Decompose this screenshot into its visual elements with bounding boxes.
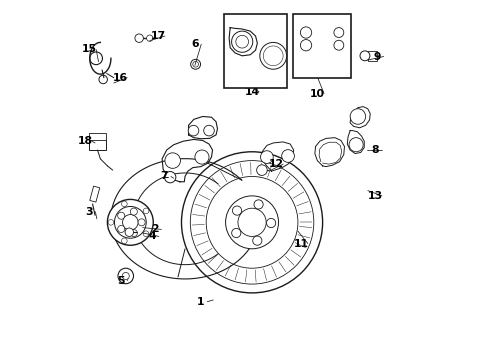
- Circle shape: [360, 51, 370, 61]
- Text: 10: 10: [310, 89, 325, 99]
- Text: 18: 18: [78, 136, 93, 146]
- Text: 13: 13: [368, 191, 383, 201]
- Text: 4: 4: [149, 231, 156, 242]
- Text: 2: 2: [151, 224, 159, 234]
- Circle shape: [135, 34, 144, 42]
- Circle shape: [130, 230, 137, 237]
- Text: 14: 14: [245, 87, 260, 97]
- Circle shape: [122, 201, 127, 207]
- Bar: [224, 14, 287, 88]
- Text: 8: 8: [372, 145, 379, 155]
- Circle shape: [130, 208, 137, 215]
- Circle shape: [254, 200, 263, 209]
- Circle shape: [115, 207, 146, 238]
- Circle shape: [138, 219, 145, 226]
- Circle shape: [143, 208, 149, 214]
- Bar: [90, 186, 100, 202]
- Text: 16: 16: [113, 73, 128, 83]
- Circle shape: [282, 150, 294, 162]
- Circle shape: [147, 35, 153, 41]
- Circle shape: [107, 199, 153, 245]
- Circle shape: [191, 59, 200, 69]
- Text: 5: 5: [117, 275, 124, 285]
- Circle shape: [122, 238, 127, 244]
- Text: 12: 12: [269, 159, 284, 169]
- Text: 7: 7: [161, 171, 169, 181]
- Text: 17: 17: [151, 31, 166, 41]
- Circle shape: [118, 268, 133, 284]
- Circle shape: [253, 236, 262, 245]
- Circle shape: [204, 125, 214, 136]
- Circle shape: [261, 151, 273, 163]
- Text: 3: 3: [85, 207, 93, 217]
- Text: 15: 15: [82, 45, 98, 54]
- Circle shape: [300, 27, 312, 38]
- Circle shape: [181, 152, 322, 293]
- Circle shape: [225, 196, 278, 249]
- Text: 1: 1: [197, 297, 205, 307]
- Circle shape: [188, 125, 199, 136]
- Circle shape: [232, 31, 253, 52]
- Text: 6: 6: [191, 39, 199, 49]
- Bar: [368, 51, 377, 61]
- Circle shape: [195, 150, 209, 164]
- Text: 11: 11: [294, 239, 309, 248]
- Circle shape: [350, 109, 366, 124]
- Bar: [89, 133, 106, 140]
- Circle shape: [118, 212, 125, 219]
- Circle shape: [165, 171, 176, 183]
- Circle shape: [125, 228, 133, 237]
- Circle shape: [260, 42, 287, 69]
- Circle shape: [108, 220, 114, 225]
- Bar: [89, 139, 106, 150]
- Circle shape: [257, 165, 267, 175]
- Circle shape: [349, 138, 363, 152]
- Circle shape: [232, 228, 241, 238]
- Circle shape: [334, 28, 344, 37]
- Circle shape: [300, 40, 312, 51]
- Circle shape: [232, 206, 242, 215]
- Text: 9: 9: [373, 51, 381, 62]
- Bar: [293, 14, 351, 78]
- Circle shape: [165, 153, 180, 168]
- Circle shape: [118, 225, 125, 233]
- Circle shape: [334, 40, 344, 50]
- Circle shape: [267, 219, 276, 228]
- Circle shape: [143, 231, 149, 237]
